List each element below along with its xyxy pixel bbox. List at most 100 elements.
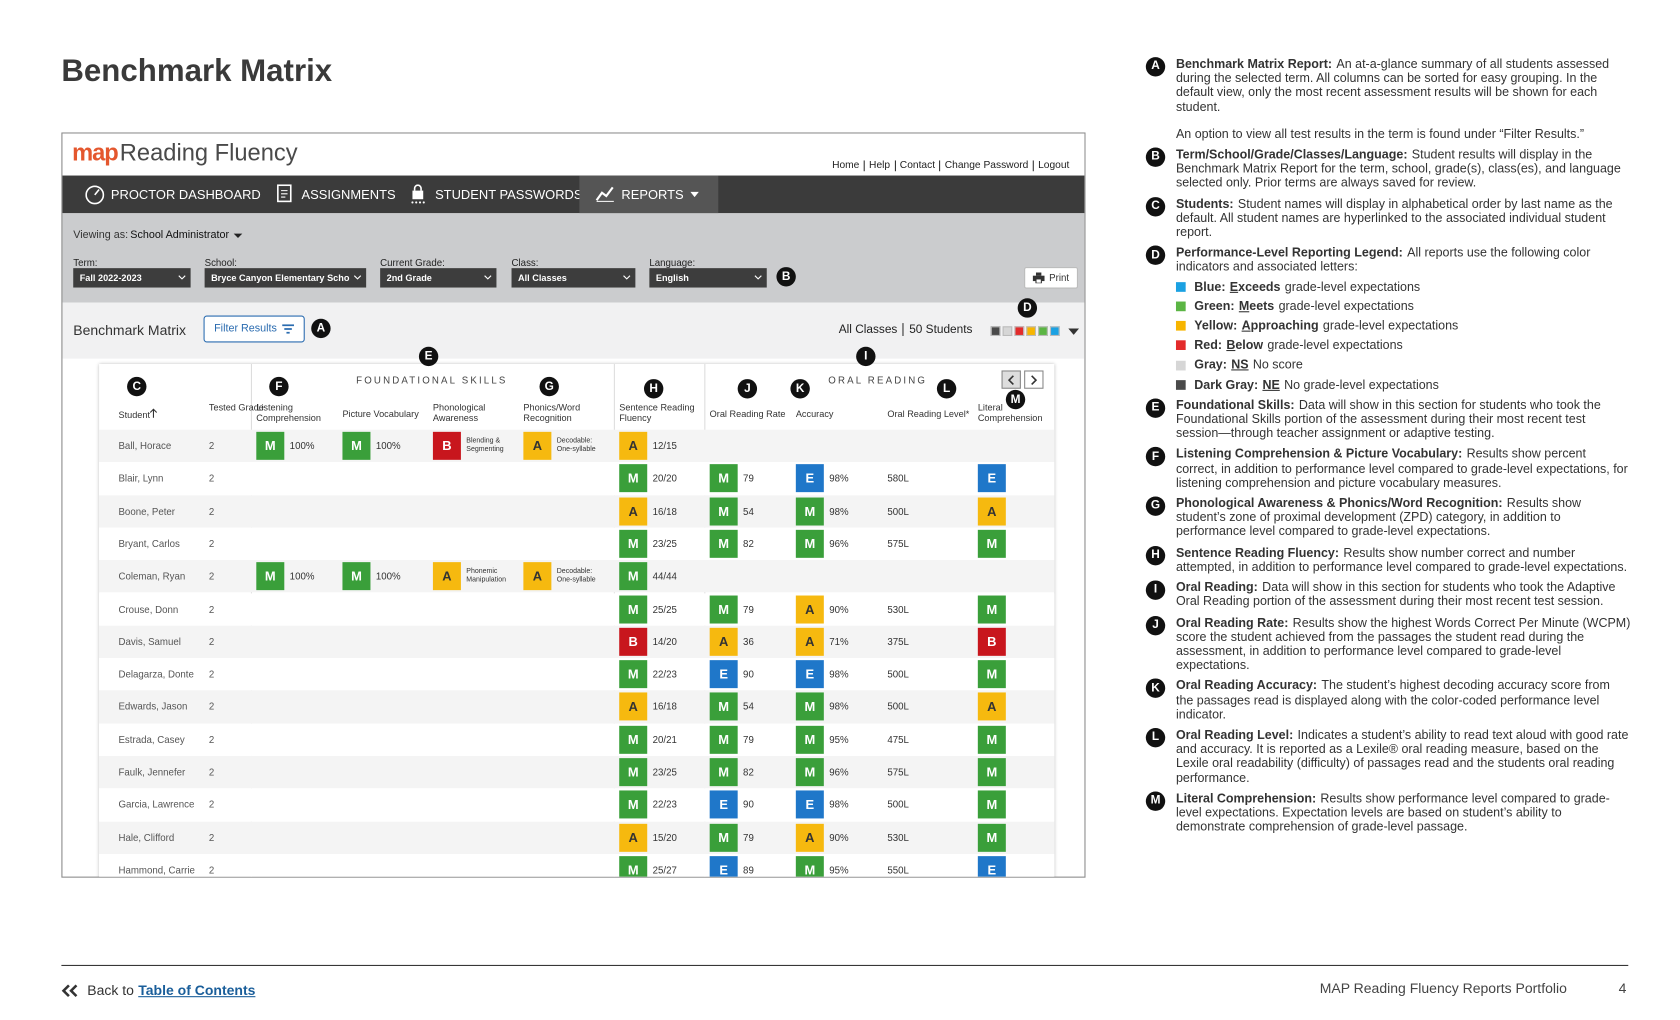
table-row: Hammond, Carrie 2 M 25/27 E 89 M 95% 550L E xyxy=(99,853,1055,877)
student-name[interactable]: Boone, Peter xyxy=(118,505,176,517)
nav-tab[interactable]: STUDENT PASSWORDS xyxy=(409,176,583,214)
note-body: Oral Reading Rate: Results show the highe… xyxy=(1176,615,1630,672)
legend-swatch xyxy=(1175,379,1186,390)
nav-tab[interactable]: ASSIGNMENTS xyxy=(276,176,396,214)
student-name[interactable]: Ball, Horace xyxy=(118,440,172,452)
print-button[interactable]: Print xyxy=(1024,267,1078,289)
legend-caret[interactable] xyxy=(1068,328,1080,335)
note-text: Data will show in this section for stude… xyxy=(1175,580,1616,609)
student-name[interactable]: Hale, Clifford xyxy=(118,832,175,843)
student-name[interactable]: Coleman, Ryan xyxy=(118,570,186,582)
column-header[interactable]: Literal Comprehension xyxy=(978,402,1064,424)
callout: I xyxy=(856,346,876,367)
note-body: Benchmark Matrix Report: An at-a-glance s… xyxy=(1176,57,1630,141)
note-body: Students: Student names will display in a… xyxy=(1176,197,1630,240)
result-text: 530L xyxy=(887,603,909,615)
viewing-as[interactable]: Viewing as: School Administrator xyxy=(73,229,243,241)
student-name[interactable]: Davis, Samuel xyxy=(118,636,181,647)
zpd-category: Blending & Segmenting xyxy=(466,437,504,453)
filter-select[interactable]: All Classes xyxy=(511,268,636,288)
column-header[interactable]: Listening Comprehension xyxy=(256,402,342,424)
result-text: 550L xyxy=(887,864,909,876)
result-text: 79 xyxy=(743,734,754,745)
student-name[interactable]: Edwards, Jason xyxy=(118,701,188,713)
legend-swatch xyxy=(1175,281,1186,292)
filter-select[interactable]: English xyxy=(649,268,767,288)
student-name[interactable]: Crouse, Donn xyxy=(118,603,179,615)
student-name[interactable]: Hammond, Carrie xyxy=(118,864,195,876)
column-header[interactable]: Phonics/Word Recognition xyxy=(523,402,609,424)
level-badge: A xyxy=(523,431,552,460)
filter-select[interactable]: Bryce Canyon Elementary Scho xyxy=(204,268,367,288)
top-link[interactable]: Help xyxy=(863,160,895,172)
chevron xyxy=(178,275,186,280)
column-header[interactable]: Student xyxy=(118,408,204,420)
filter-icon xyxy=(282,324,295,334)
toc-link[interactable]: Table of Contents xyxy=(138,982,256,999)
level-badge: M xyxy=(977,529,1006,558)
level-badge: E xyxy=(709,660,738,689)
result-text: 98% xyxy=(829,799,849,811)
column-header[interactable]: Phonological Awareness xyxy=(433,402,519,424)
filter-select[interactable]: 2nd Grade xyxy=(380,268,497,288)
result-text: 89 xyxy=(743,864,754,876)
note: J Oral Reading Rate: Results show the high… xyxy=(1145,615,1631,672)
tested-grade: 2 xyxy=(208,636,215,647)
note-body: Foundational Skills: Data will show in th… xyxy=(1176,398,1630,441)
student-name[interactable]: Delagarza, Donte xyxy=(118,668,194,680)
mini-swatch xyxy=(1002,326,1013,336)
student-name[interactable]: Bryant, Carlos xyxy=(118,538,180,550)
note-extra: An option to view all test results in th… xyxy=(1175,126,1585,141)
top-link[interactable]: Contact xyxy=(894,160,939,172)
level-badge: E xyxy=(795,660,824,689)
column-header[interactable]: Sentence Reading Fluency xyxy=(619,402,705,424)
top-link[interactable]: Logout xyxy=(1032,160,1074,172)
nav-label: STUDENT PASSWORDS xyxy=(435,186,583,202)
nav-tab[interactable]: PROCTOR DASHBOARD xyxy=(85,176,261,214)
student-name[interactable]: Blair, Lynn xyxy=(118,473,164,484)
scope-summary: All Classes 50 Students xyxy=(838,323,972,336)
student-count: 50 Students xyxy=(902,323,972,336)
filter-select[interactable]: Fall 2022-2023 xyxy=(73,268,191,288)
column-header[interactable]: Oral Reading Level* xyxy=(887,408,973,419)
result-text: 82 xyxy=(743,766,754,778)
level-badge: M xyxy=(795,497,824,526)
mini-swatch xyxy=(1026,326,1036,336)
next-button[interactable] xyxy=(1024,370,1044,389)
chevron xyxy=(754,275,762,280)
filter-results-button[interactable]: Filter Results xyxy=(203,315,305,343)
tested-grade: 2 xyxy=(208,766,215,778)
column-header[interactable]: Oral Reading Rate xyxy=(710,408,796,419)
class-scope: All Classes xyxy=(838,323,898,336)
top-link[interactable]: Change Password xyxy=(939,160,1032,172)
result-text: 96% xyxy=(829,538,849,550)
page-number: 4 xyxy=(1618,979,1627,997)
filter-value: 2nd Grade xyxy=(386,272,432,284)
tested-grade: 2 xyxy=(208,505,215,517)
table-row: Garcia, Lawrence 2 M 22/23 E 90 E 98% 500L M xyxy=(99,788,1055,822)
column-header[interactable]: Picture Vocabulary xyxy=(342,408,428,419)
student-name[interactable]: Faulk, Jennefer xyxy=(118,766,186,778)
result-text: 20/21 xyxy=(652,734,677,745)
level-badge: M xyxy=(342,431,371,460)
chevron xyxy=(623,275,631,280)
column-header[interactable]: Tested Grade xyxy=(209,402,295,413)
prev-button[interactable] xyxy=(1001,370,1021,389)
student-name[interactable]: Garcia, Lawrence xyxy=(118,799,195,811)
chevron xyxy=(484,275,492,280)
note: G Phonological Awareness & Phonics/Word R… xyxy=(1145,496,1631,540)
note-marker: G xyxy=(1145,496,1166,516)
student-name[interactable]: Estrada, Casey xyxy=(118,734,185,745)
top-link[interactable]: Home xyxy=(832,159,860,172)
callout: F xyxy=(269,376,289,397)
mini-legend[interactable] xyxy=(990,326,1062,336)
column-header[interactable]: Accuracy xyxy=(796,408,882,419)
app-header: mapReading Fluency Home Help Contact Change… xyxy=(62,133,1085,176)
tested-grade: 2 xyxy=(208,799,215,811)
note-text: Results show student’s zone of proximal … xyxy=(1175,496,1582,539)
column-header-text: Literal Comprehension xyxy=(977,401,1043,424)
level-badge: M xyxy=(709,497,738,526)
legend-label: Blue: xyxy=(1194,279,1226,294)
nav-tab[interactable]: REPORTS xyxy=(579,175,719,214)
filter-value: English xyxy=(655,272,689,284)
